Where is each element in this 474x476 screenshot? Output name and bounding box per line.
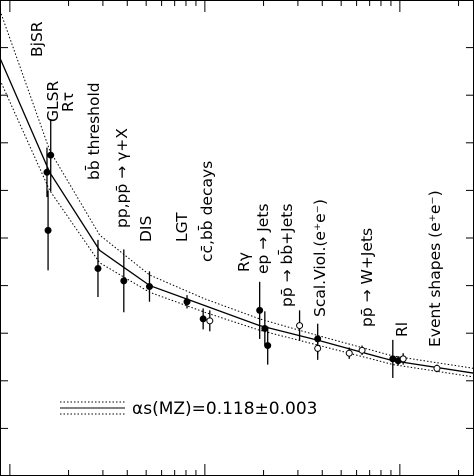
annotation: GLSR	[44, 81, 62, 122]
annotation: bb̄ threshold	[84, 82, 103, 180]
annotation: Scal.Viol.(e⁺e⁻)	[311, 199, 329, 317]
annotation: Rγ	[235, 252, 253, 272]
annotation: BjSR	[28, 21, 46, 57]
annotation: Event shapes (e⁺e⁻)	[426, 190, 444, 347]
data-point	[358, 346, 366, 354]
annotation: LGT	[173, 212, 191, 242]
data-point	[261, 324, 269, 332]
annotation: Rτ	[59, 92, 77, 112]
legend-label: αs(MZ)=0.118±0.003	[132, 399, 317, 419]
data-point	[44, 226, 52, 234]
annotation: ep → Jets	[254, 204, 272, 274]
annotations: BjSR GLSR Rτ bb̄ threshold pp,pp̄ → γ+X …	[28, 21, 444, 347]
annotation: pp̄ → bb̄+Jets	[277, 204, 296, 307]
data-point	[145, 283, 153, 291]
band-curve	[0, 79, 474, 378]
annotation: DIS	[137, 216, 155, 242]
data-point	[183, 298, 191, 306]
central-curve	[0, 57, 474, 374]
data-point	[206, 317, 214, 325]
annotation: pp,pp̄ → γ+X	[113, 128, 131, 228]
data-point	[94, 264, 102, 272]
data-point	[399, 355, 407, 363]
data-point	[43, 168, 51, 176]
data-point	[256, 306, 264, 314]
data-point	[120, 277, 128, 285]
data-point	[345, 349, 353, 357]
annotation: Rl	[393, 322, 411, 337]
data-point	[47, 151, 55, 159]
data-point	[199, 315, 207, 323]
band-curve	[0, 10, 474, 369]
data-point	[264, 342, 272, 350]
data-point	[314, 344, 322, 352]
annotation: pp̄ → W+Jets	[358, 228, 376, 327]
data-point	[433, 364, 441, 372]
legend: αs(MZ)=0.118±0.003	[60, 399, 317, 419]
annotation: cc̄,bb̄ decays	[197, 161, 216, 262]
data-point	[296, 322, 304, 330]
